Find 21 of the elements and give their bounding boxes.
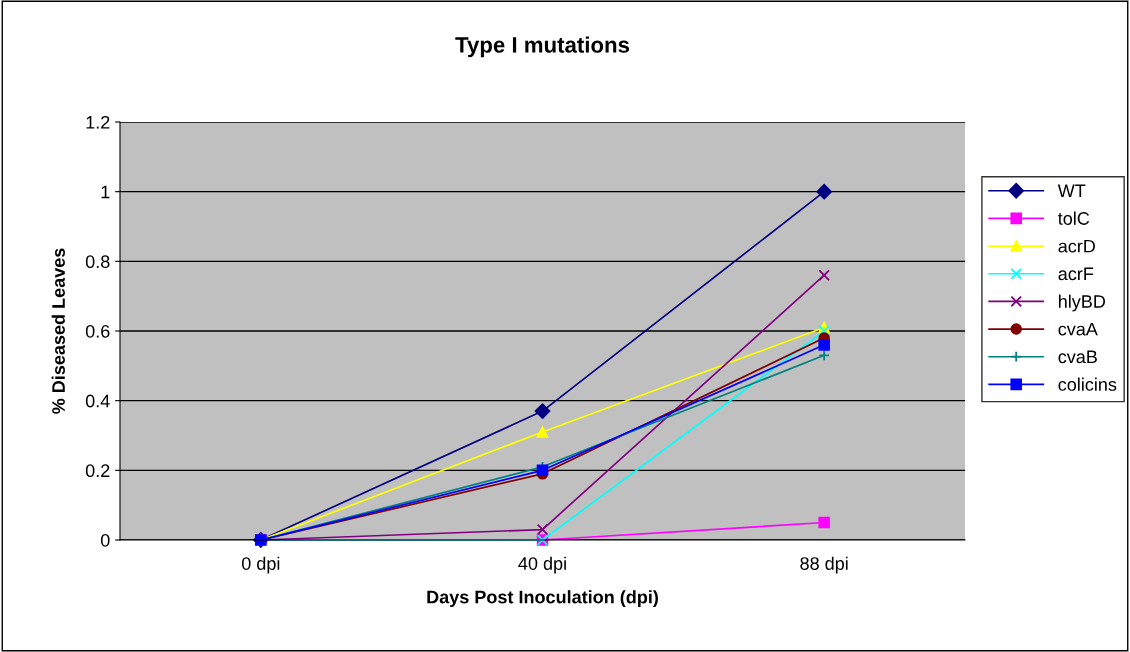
y-tick-label: 0.6 — [85, 324, 110, 338]
legend-label: acrD — [1058, 239, 1095, 253]
legend-label: cvaA — [1058, 322, 1098, 336]
y-tick-label: 0.8 — [85, 255, 110, 269]
x-axis-title: Days Post Inoculation (dpi) — [427, 590, 658, 607]
x-tick-label: 40 dpi — [518, 556, 566, 574]
x-tick-label: 0 dpi — [241, 556, 280, 574]
y-tick-label: 1.2 — [86, 115, 110, 129]
y-tick-label: 0 — [100, 533, 110, 547]
chart-title: Type I mutations — [455, 36, 630, 58]
x-tick-label: 88 dpi — [800, 556, 848, 574]
y-tick-label: 0.2 — [85, 464, 110, 478]
y-tick-label: 0.4 — [85, 394, 110, 408]
legend-label: hlyBD — [1058, 294, 1106, 312]
legend-label: acrF — [1058, 267, 1094, 281]
legend-label: cvaB — [1058, 350, 1097, 364]
legend-label: WT — [1057, 184, 1086, 198]
legend-label: tolC — [1058, 211, 1090, 225]
legend-label: colicins — [1058, 377, 1117, 391]
y-axis-title: % Diseased Leaves — [51, 248, 65, 414]
y-tick-label: 1 — [101, 185, 110, 199]
